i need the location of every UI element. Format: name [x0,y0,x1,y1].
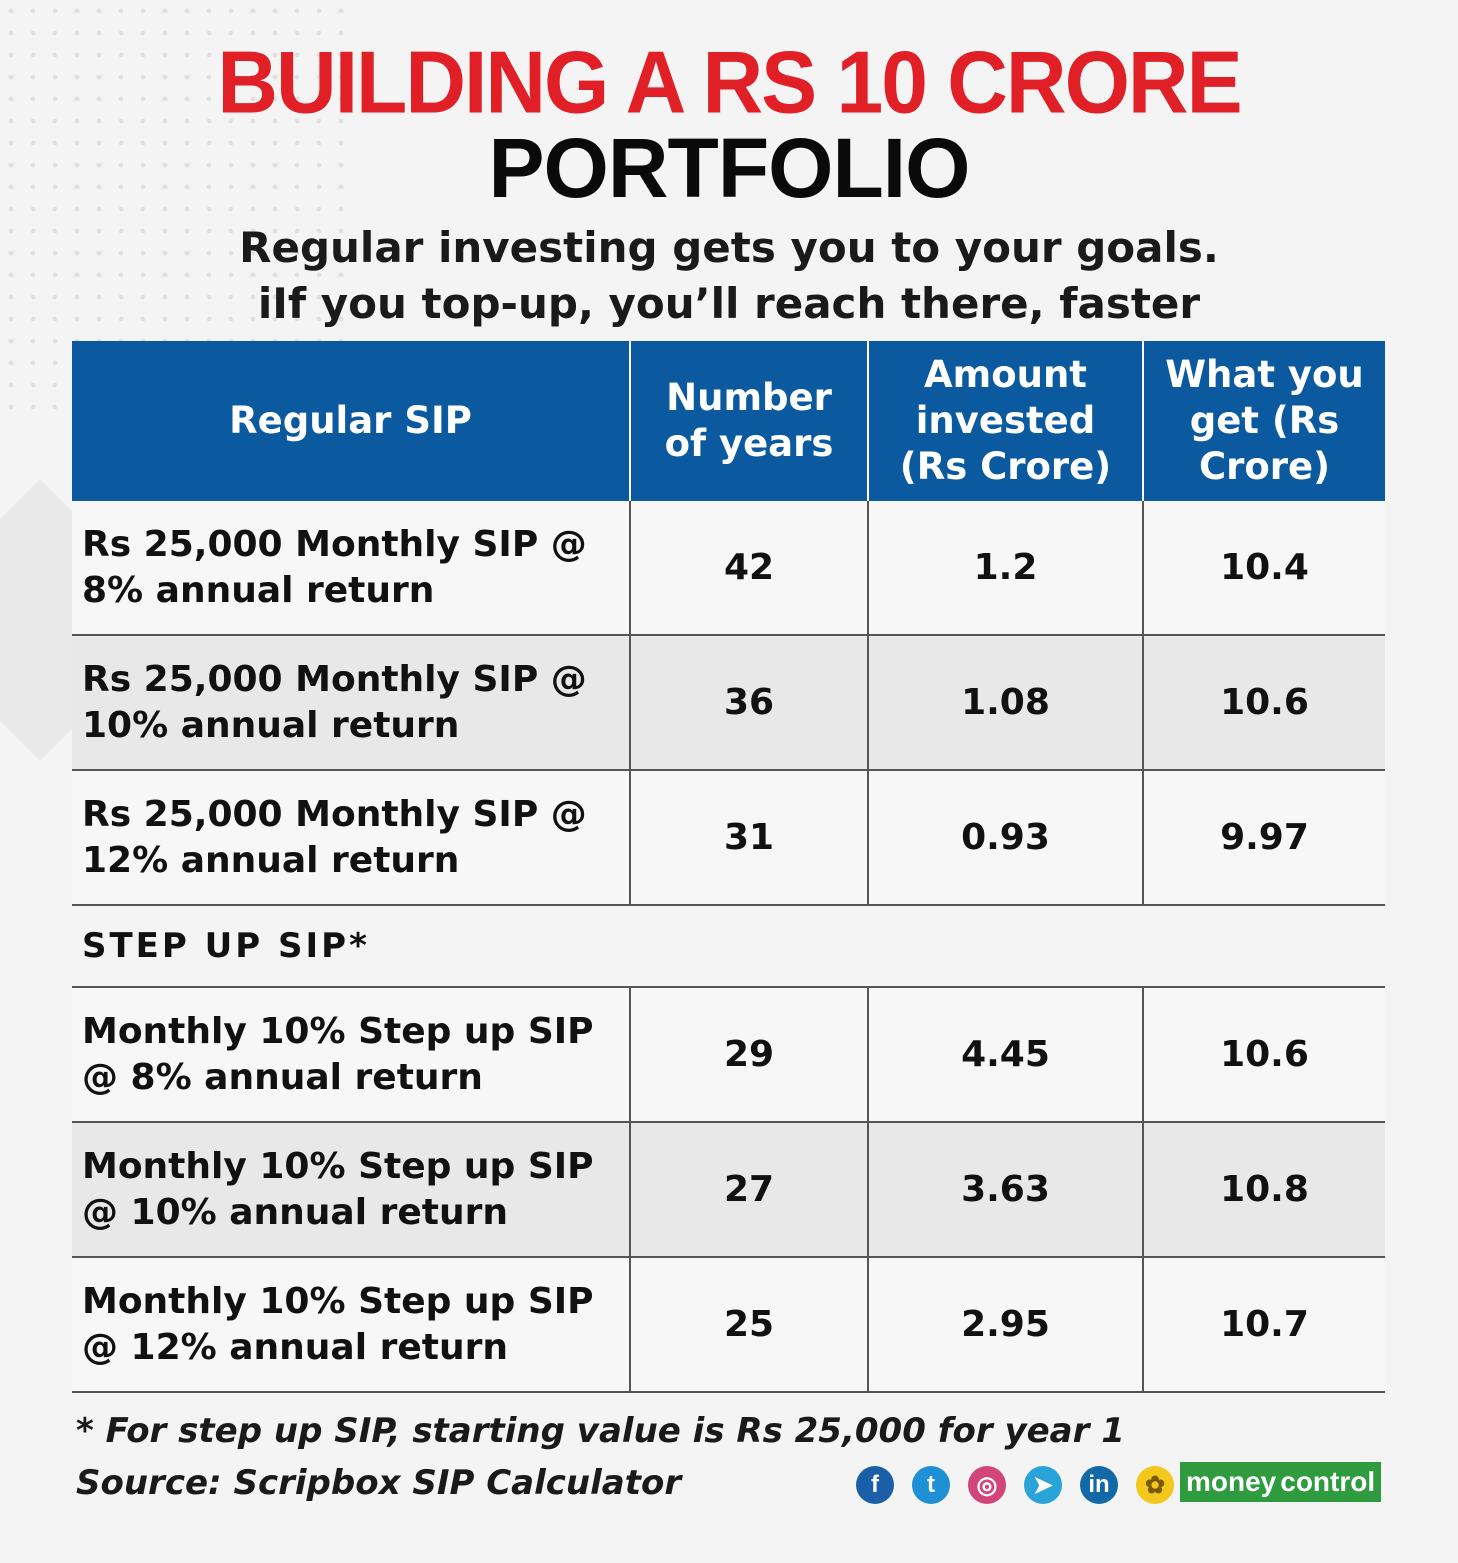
row-label: Rs 25,000 Monthly SIP @ 10% annual retur… [72,635,631,771]
section-row: STEP UP SIP* [72,905,1385,988]
subtitle-line-1: Regular investing gets you to your goals… [239,223,1219,272]
row-invested: 4.45 [868,987,1144,1123]
footnote-step-up: * For step up SIP, starting value is Rs … [76,1411,1125,1451]
header-number-of-years: Number of years [630,341,869,501]
subtitle: Regular investing gets you to your goals… [0,220,1458,332]
title-line-1: BUILDING A RS 10 CRORE [217,32,1242,132]
row-invested: 2.95 [868,1257,1144,1393]
row-label: Rs 25,000 Monthly SIP @ 12% annual retur… [72,770,631,906]
table-row: Monthly 10% Step up SIP @ 8% annual retu… [72,987,1385,1123]
row-label: Monthly 10% Step up SIP @ 10% annual ret… [72,1122,631,1258]
row-years: 25 [630,1257,869,1393]
row-get: 10.7 [1143,1257,1385,1393]
row-label: Rs 25,000 Monthly SIP @ 8% annual return [72,501,631,636]
title-line-2: PORTFOLIO [488,121,971,215]
table-row: Monthly 10% Step up SIP @ 10% annual ret… [72,1122,1385,1258]
table-row: Rs 25,000 Monthly SIP @ 12% annual retur… [72,770,1385,906]
logo-part-control: control [1280,1462,1382,1502]
section-label-step-up: STEP UP SIP* [72,905,1385,988]
header-regular-sip: Regular SIP [72,341,631,501]
row-get: 10.6 [1143,635,1385,771]
subtitle-line-2: iIf you top-up, you’ll reach there, fast… [257,279,1201,328]
row-label: Monthly 10% Step up SIP @ 12% annual ret… [72,1257,631,1393]
row-invested: 0.93 [868,770,1144,906]
header-what-you-get: What you get (Rs Crore) [1143,341,1385,501]
instagram-icon[interactable]: ◎ [968,1466,1006,1504]
row-get: 9.97 [1143,770,1385,906]
row-label: Monthly 10% Step up SIP @ 8% annual retu… [72,987,631,1123]
logo-part-money: money [1180,1462,1281,1502]
row-invested: 1.08 [868,635,1144,771]
table-row: Rs 25,000 Monthly SIP @ 10% annual retur… [72,635,1385,771]
row-get: 10.8 [1143,1122,1385,1258]
table-row: Monthly 10% Step up SIP @ 12% annual ret… [72,1257,1385,1393]
source-note: Source: Scripbox SIP Calculator [76,1463,682,1503]
row-get: 10.6 [1143,987,1385,1123]
facebook-icon[interactable]: f [856,1466,894,1504]
header-amount-invested: Amount invested (Rs Crore) [868,341,1144,501]
row-years: 36 [630,635,869,771]
social-icons: f t ◎ ➤ in ✿ [856,1466,1174,1504]
header: BUILDING A RS 10 CRORE PORTFOLIO Regular… [0,32,1458,332]
row-get: 10.4 [1143,501,1385,636]
table-header-row: Regular SIP Number of years Amount inves… [72,341,1385,501]
table-row: Rs 25,000 Monthly SIP @ 8% annual return… [72,501,1385,636]
row-invested: 1.2 [868,501,1144,636]
row-invested: 3.63 [868,1122,1144,1258]
row-years: 42 [630,501,869,636]
row-years: 29 [630,987,869,1123]
twitter-icon[interactable]: t [912,1466,950,1504]
linkedin-icon[interactable]: in [1080,1466,1118,1504]
moneycontrol-logo: money control [1180,1462,1384,1502]
sip-table: Regular SIP Number of years Amount inves… [72,341,1385,1393]
footnotes: * For step up SIP, starting value is Rs … [76,1405,1125,1509]
telegram-icon[interactable]: ➤ [1024,1466,1062,1504]
koo-icon[interactable]: ✿ [1136,1466,1174,1504]
row-years: 27 [630,1122,869,1258]
row-years: 31 [630,770,869,906]
